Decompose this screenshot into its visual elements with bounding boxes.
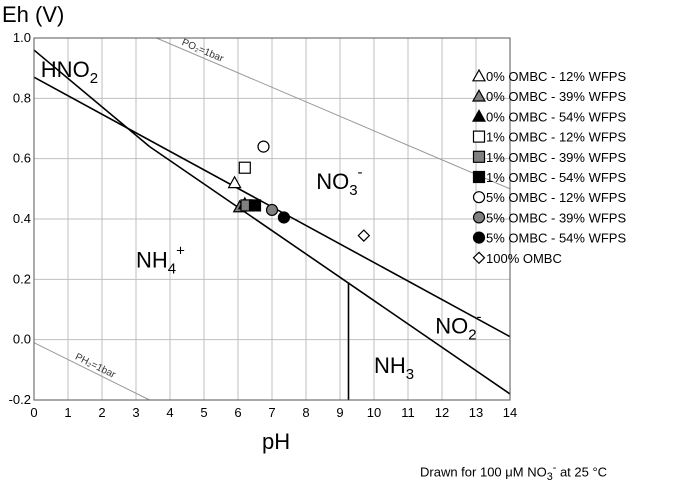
y-tick-label: 0.0: [13, 332, 31, 347]
region-sub: 3: [406, 366, 414, 383]
y-tick-label: -0.2: [9, 392, 31, 407]
legend-item: 5% OMBC - 12% WFPS: [472, 190, 626, 205]
y-tick-label: 0.4: [13, 211, 31, 226]
region-sub: 3: [349, 182, 357, 199]
data-point-diamond: [357, 229, 371, 242]
legend-label: 100% OMBC: [486, 251, 562, 266]
region-main: NO: [435, 314, 468, 339]
eh-ph-chart: 0 1 2 3 4 5 6 7 8 9 10 11 12 13 14 1.00.80.60.40.20.0-…: [2, 2, 626, 454]
legend-item: 1% OMBC - 12% WFPS: [472, 130, 626, 145]
legend-label: 5% OMBC - 54% WFPS: [486, 231, 626, 246]
legend-label: 0% OMBC - 39% WFPS: [486, 89, 626, 104]
x-tick-label: 12: [435, 405, 449, 420]
data-point-square: [238, 161, 251, 174]
y-tick-label: 0.2: [13, 271, 31, 286]
legend-marker-circle: [472, 211, 486, 224]
y-tick-label: 0.8: [13, 90, 31, 105]
caption-suffix: at 25 °C: [556, 464, 608, 480]
region-label-hno2: HNO2: [41, 57, 98, 87]
y-axis-title: Eh (V): [2, 2, 64, 27]
legend-item: 0% OMBC - 12% WFPS: [471, 68, 626, 84]
region-sup: -: [477, 309, 482, 326]
legend-label: 0% OMBC - 54% WFPS: [486, 109, 626, 124]
x-tick-label: 7: [268, 405, 275, 420]
data-point-circle: [277, 211, 290, 224]
legend-item: 5% OMBC - 39% WFPS: [472, 210, 626, 225]
data-point-square: [248, 199, 262, 212]
caption-sub: 3: [546, 470, 553, 483]
legend-item: 0% OMBC - 54% WFPS: [471, 109, 626, 124]
nh4-lower-line: [149, 145, 511, 395]
x-tick-label: 0: [30, 405, 37, 420]
legend-label: 5% OMBC - 39% WFPS: [486, 210, 626, 225]
x-tick-label: 6: [234, 405, 241, 420]
region-label-no2: NO2-: [435, 309, 481, 344]
region-sub: 2: [468, 327, 476, 344]
caption-sup: -: [552, 462, 557, 474]
ph2-line: [33, 342, 150, 401]
legend-item: 5% OMBC - 54% WFPS: [472, 231, 626, 246]
data-point-circle: [265, 203, 279, 217]
region-sup: +: [176, 242, 185, 259]
x-axis-title: pH: [262, 429, 290, 454]
region-main: HNO: [41, 57, 90, 82]
x-tick-label: 9: [336, 405, 343, 420]
caption: Drawn for 100 μM NO3- at 25 °C: [420, 462, 607, 483]
legend-marker-triangle: [471, 68, 487, 82]
region-label-nh3: NH3: [374, 353, 414, 383]
x-tick-label: 14: [503, 405, 517, 420]
region-main: NH: [136, 247, 168, 272]
data-point-circle: [257, 140, 270, 153]
region-label-nh4: NH4+: [136, 242, 185, 277]
legend-item: 1% OMBC - 54% WFPS: [472, 170, 626, 185]
legend-marker-diamond: [472, 251, 486, 265]
x-tick-label: 4: [166, 405, 173, 420]
y-tick-label: 0.6: [13, 151, 31, 166]
caption-prefix: Drawn for 100 μM NO: [420, 464, 547, 480]
ph2-line-label: PH₂=1bar: [73, 352, 118, 382]
x-tick-label: 8: [302, 405, 309, 420]
legend-marker-circle: [472, 191, 486, 204]
x-tick-labels: 0 1 2 3 4 5 6 7 8 9 10 11 12 13 14: [30, 405, 517, 420]
legend-label: 5% OMBC - 12% WFPS: [486, 190, 626, 205]
x-tick-label: 2: [98, 405, 105, 420]
legend-item: 0% OMBC - 39% WFPS: [471, 88, 626, 104]
legend-item: 1% OMBC - 39% WFPS: [472, 150, 626, 165]
legend-marker-circle: [472, 231, 486, 244]
legend-marker-square: [472, 170, 486, 184]
region-label-no3: NO3-: [316, 164, 362, 199]
legend-marker-triangle: [471, 88, 487, 102]
x-tick-label: 10: [367, 405, 381, 420]
po2-line: [156, 37, 511, 190]
region-sup: -: [358, 164, 363, 181]
region-sub: 4: [168, 260, 176, 277]
data-points: [227, 140, 371, 242]
region-main: NH: [374, 353, 406, 378]
x-tick-label: 1: [64, 405, 71, 420]
legend-label: 1% OMBC - 54% WFPS: [486, 170, 626, 185]
legend-marker-triangle: [471, 109, 487, 122]
legend-label: 1% OMBC - 39% WFPS: [486, 150, 626, 165]
legend-label: 0% OMBC - 12% WFPS: [486, 69, 626, 84]
y-tick-labels: 1.0 0.8 0.6 0.4 0.2 0.0 -0.2: [9, 30, 31, 407]
y-tick-label: 1.0: [13, 30, 31, 45]
legend: 0% OMBC - 12% WFPS 0% OMBC - 39% WFPS 0% O…: [471, 68, 626, 266]
plot-frame: [33, 37, 511, 401]
data-point-triangle: [227, 175, 242, 189]
legend-item: 100% OMBC: [472, 251, 562, 266]
region-main: NO: [316, 169, 349, 194]
x-tick-label: 13: [469, 405, 483, 420]
legend-label: 1% OMBC - 12% WFPS: [486, 130, 626, 145]
legend-marker-square: [472, 150, 486, 163]
x-tick-label: 11: [401, 405, 415, 420]
x-tick-label: 3: [132, 405, 139, 420]
legend-marker-square: [472, 130, 486, 143]
region-sub: 2: [90, 70, 98, 87]
x-tick-label: 5: [200, 405, 207, 420]
